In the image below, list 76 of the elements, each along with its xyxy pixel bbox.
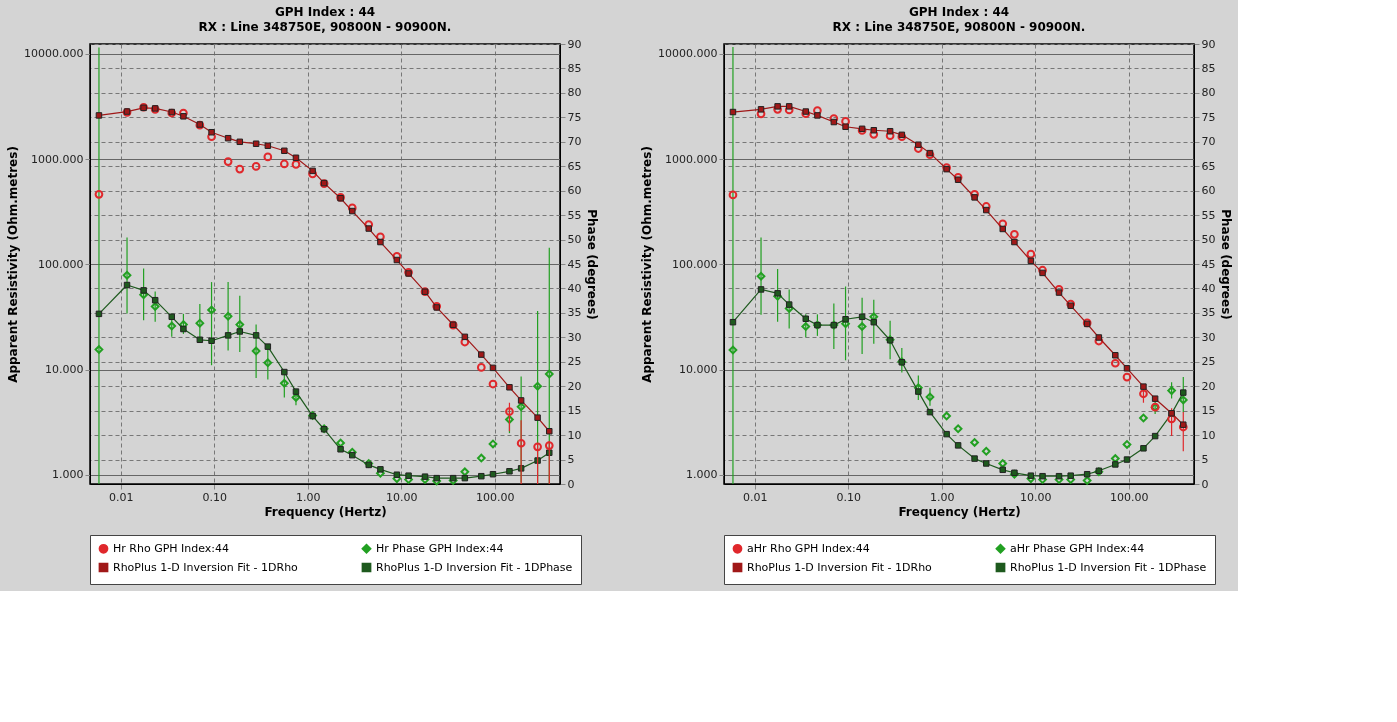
y2-tick-label: 80 [567, 86, 582, 100]
x-axis-title: Frequency (Hertz) [898, 504, 1021, 519]
y-tick-label: 1.000 [52, 468, 84, 482]
x-tick-label: 0.10 [836, 490, 861, 504]
y2-tick-label: 85 [567, 61, 582, 75]
y2-tick-label: 65 [1201, 159, 1216, 173]
y2-tick-label: 60 [1201, 184, 1216, 198]
legend-label: RhoPlus 1-D Inversion Fit - 1DRho [113, 560, 299, 574]
y2-tick-label: 80 [1201, 86, 1216, 100]
y2-tick-label: 10 [567, 428, 582, 442]
y-tick-label: 10.000 [679, 363, 718, 377]
y2-tick-label: 75 [1201, 110, 1216, 124]
y-axis-title: Apparent Resistivity (Ohm.metres) [6, 146, 21, 383]
y-tick-label: 100.000 [38, 257, 84, 271]
y2-tick-label: 45 [1201, 257, 1216, 271]
legend-label: aHr Phase GPH Index:44 [1010, 541, 1145, 555]
y2-tick-label: 30 [1201, 330, 1216, 344]
y-tick-label: 1.000 [686, 468, 718, 482]
x-tick-label: 100.00 [1109, 490, 1149, 504]
y2-tick-label: 0 [567, 477, 575, 491]
x-tick-label: 0.10 [202, 490, 227, 504]
y2-tick-label: 10 [1201, 428, 1216, 442]
y2-tick-label: 15 [567, 404, 582, 418]
y2-tick-label: 50 [1201, 233, 1216, 247]
legend-label: Hr Phase GPH Index:44 [376, 541, 504, 555]
y2-tick-label: 0 [1201, 477, 1209, 491]
y2-tick-label: 35 [1201, 306, 1216, 320]
x-tick-label: 1.00 [295, 490, 321, 504]
legend-label: RhoPlus 1-D Inversion Fit - 1DRho [747, 560, 933, 574]
legend-label: Hr Rho GPH Index:44 [113, 541, 230, 555]
y2-tick-label: 35 [567, 306, 582, 320]
y2-tick-label: 85 [1201, 61, 1216, 75]
x-axis-title: Frequency (Hertz) [264, 504, 387, 519]
y2-tick-label: 5 [1201, 453, 1209, 467]
legend-label: RhoPlus 1-D Inversion Fit - 1DPhase [1010, 560, 1207, 574]
y2-tick-label: 60 [567, 184, 582, 198]
y2-tick-label: 55 [1201, 208, 1216, 222]
y2-tick-label: 70 [567, 135, 582, 149]
x-tick-label: 1.00 [929, 490, 955, 504]
y2-tick-label: 30 [567, 330, 582, 344]
y-tick-label: 10.000 [45, 363, 84, 377]
y2-axis-title: Phase (degrees) [1219, 209, 1234, 320]
y2-axis-title: Phase (degrees) [585, 209, 600, 320]
y2-tick-label: 90 [1201, 37, 1216, 51]
y-tick-label: 1000.000 [665, 152, 718, 166]
y2-tick-label: 70 [1201, 135, 1216, 149]
y2-tick-label: 20 [567, 379, 582, 393]
legend-label: aHr Rho GPH Index:44 [747, 541, 870, 555]
x-tick-label: 0.01 [742, 490, 768, 504]
y-tick-label: 1000.000 [31, 152, 84, 166]
chart-title: GPH Index : 44 [908, 5, 1010, 19]
y2-tick-label: 25 [1201, 355, 1216, 369]
y2-tick-label: 65 [567, 159, 582, 173]
y-tick-label: 10000.000 [658, 47, 718, 61]
y2-tick-label: 75 [567, 110, 582, 124]
y2-tick-label: 5 [567, 453, 575, 467]
y2-tick-label: 90 [567, 37, 582, 51]
y2-tick-label: 20 [1201, 379, 1216, 393]
y-tick-label: 100.000 [672, 257, 718, 271]
y2-tick-label: 40 [1201, 281, 1216, 295]
x-tick-label: 10.00 [1019, 490, 1052, 504]
x-tick-label: 10.00 [385, 490, 418, 504]
x-tick-label: 100.00 [475, 490, 515, 504]
y2-tick-label: 50 [567, 233, 582, 247]
y2-tick-label: 55 [567, 208, 582, 222]
chart-title: GPH Index : 44 [274, 5, 376, 19]
y-axis-title: Apparent Resistivity (Ohm.metres) [640, 146, 655, 383]
chart-subtitle: RX : Line 348750E, 90800N - 90900N. [198, 20, 452, 34]
y2-tick-label: 15 [1201, 404, 1216, 418]
x-tick-label: 0.01 [108, 490, 134, 504]
y2-tick-label: 45 [567, 257, 582, 271]
chart-subtitle: RX : Line 348750E, 90800N - 90900N. [832, 20, 1086, 34]
y2-tick-label: 40 [567, 281, 582, 295]
y-tick-label: 10000.000 [24, 47, 84, 61]
y2-tick-label: 25 [567, 355, 582, 369]
legend-label: RhoPlus 1-D Inversion Fit - 1DPhase [376, 560, 573, 574]
